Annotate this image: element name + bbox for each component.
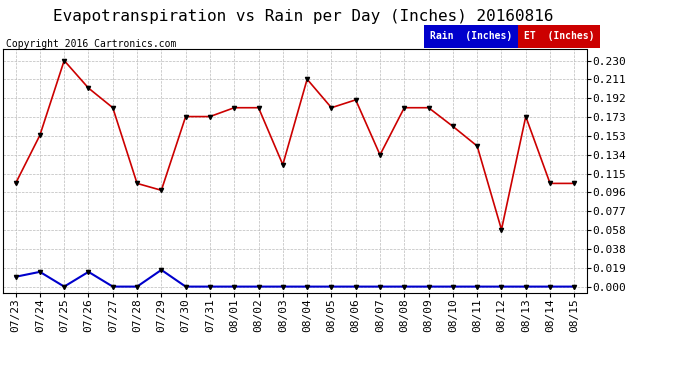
Text: ET  (Inches): ET (Inches) <box>524 32 594 41</box>
Text: Rain  (Inches): Rain (Inches) <box>430 32 512 41</box>
Text: Copyright 2016 Cartronics.com: Copyright 2016 Cartronics.com <box>6 39 176 50</box>
Text: Evapotranspiration vs Rain per Day (Inches) 20160816: Evapotranspiration vs Rain per Day (Inch… <box>53 9 554 24</box>
